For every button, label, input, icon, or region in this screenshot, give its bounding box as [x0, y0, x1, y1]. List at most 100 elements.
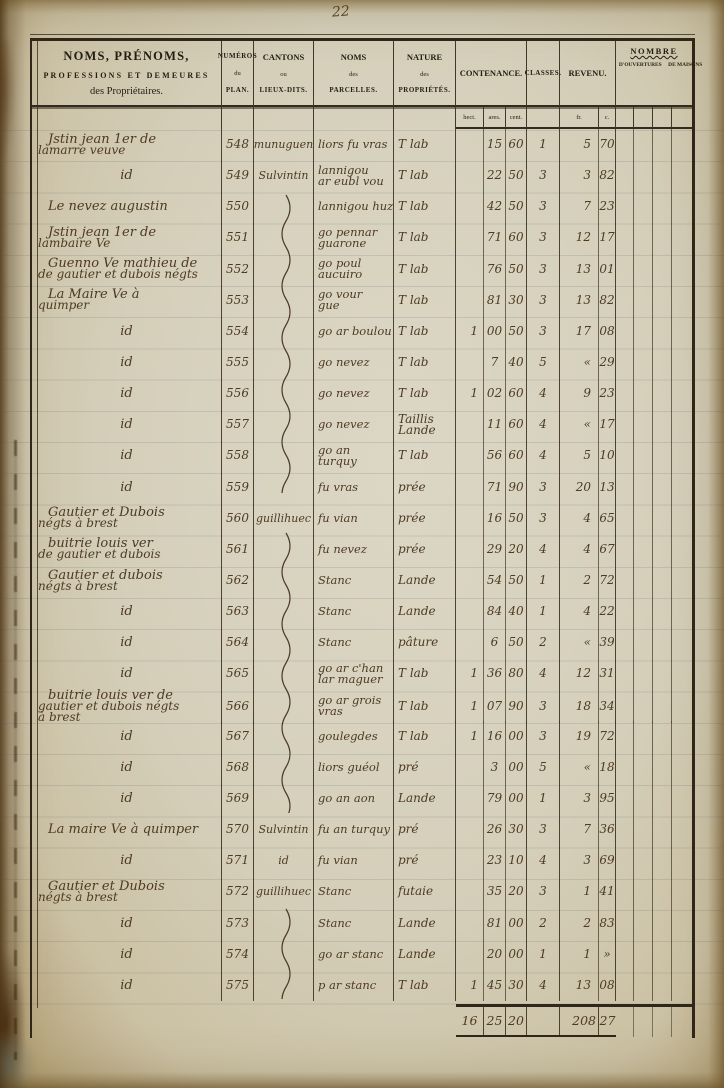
cell-nombre	[616, 564, 634, 597]
cell-nombre	[616, 378, 634, 410]
cell-nombre	[616, 689, 634, 723]
cell-classes: 4	[527, 533, 560, 565]
cell-canton	[254, 284, 314, 316]
cell-plan: 564	[222, 627, 254, 659]
cell-rev-fr: «	[560, 627, 599, 659]
cell-nombre	[616, 502, 634, 534]
cell-rev-fr: 3	[560, 160, 599, 192]
cell-nombre	[634, 782, 653, 815]
cell-nombre	[616, 907, 634, 939]
cell-rev-fr: 19	[560, 720, 599, 752]
cell-nombre	[653, 160, 672, 192]
cell-rev-c: »	[599, 938, 616, 970]
cell-cent: 00	[506, 782, 527, 815]
cell-nature: T lab	[394, 191, 456, 223]
cell-cent: 50	[506, 253, 527, 285]
cell-plan: 566	[222, 689, 254, 723]
cell-nombre	[672, 783, 692, 814]
cell-rev-c: 83	[599, 907, 616, 939]
cell-nombre	[672, 627, 692, 658]
cell-ares: 16	[484, 720, 506, 752]
cell-parcel: liors fu vras	[314, 129, 394, 161]
cell-canton	[254, 627, 314, 659]
cell-parcel: goulegdes	[314, 720, 394, 752]
cell-hect	[456, 191, 484, 223]
cell-classes: 3	[527, 315, 560, 347]
cell-parcel: Stanc	[314, 907, 394, 939]
table-row: id 549 Sulvintin lannigou ar eubl vou T lab 22…	[32, 160, 692, 192]
table-row: id 569 go an aon Lande 79 00 1 3 95	[32, 782, 692, 815]
cell-name: id	[32, 720, 222, 752]
table-row: id 558 go an turquy T lab 56 60 4 5 10	[32, 440, 692, 472]
cell-ares: 81	[484, 284, 506, 316]
inner-left-rule	[37, 41, 38, 1008]
cell-hect: 1	[456, 720, 484, 752]
cell-classes: 4	[527, 409, 560, 441]
cell-nombre	[616, 627, 634, 659]
cell-parcel: go ar grois vras	[314, 689, 394, 723]
cell-nombre	[616, 284, 634, 316]
cell-plan: 551	[222, 222, 254, 254]
cell-nombre	[653, 938, 672, 970]
header-sub-empty-parcel	[314, 107, 394, 129]
cell-nature: pré	[394, 845, 456, 877]
cell-plan: 565	[222, 658, 254, 690]
cell-classes: 3	[527, 876, 560, 908]
cell-parcel: fu vian	[314, 502, 394, 534]
cell-hect	[456, 471, 484, 503]
cell-nombre	[672, 845, 692, 876]
cell-cent: 90	[506, 689, 527, 723]
header-sub-classes	[527, 107, 560, 129]
header-nombre-sublabels: D'OUVERTURES DE MAISONS	[617, 62, 703, 68]
cell-nombre	[616, 440, 634, 472]
cell-hect	[456, 253, 484, 285]
cell-parcel: Stanc	[314, 596, 394, 628]
cell-nature: Lande	[394, 938, 456, 970]
cell-nombre	[672, 721, 692, 752]
cell-nombre	[634, 191, 653, 223]
cell-nombre	[672, 285, 692, 316]
cell-parcel: p ar stanc	[314, 969, 394, 1001]
cell-rev-c: 72	[599, 720, 616, 752]
cell-canton	[254, 907, 314, 939]
cell-cent: 50	[506, 564, 527, 597]
cell-cent: 00	[506, 751, 527, 783]
cell-nombre	[616, 845, 634, 877]
cell-cent: 30	[506, 814, 527, 846]
cell-hect	[456, 409, 484, 441]
cadastral-table: NOMS, PRÉNOMS, PROFESSIONS ET DEMEURES d…	[30, 34, 703, 1038]
cell-classes: 1	[527, 129, 560, 161]
cell-rev-c: 17	[599, 409, 616, 441]
cell-nombre	[672, 876, 692, 907]
cell-nombre	[634, 253, 653, 285]
cell-nature: Lande	[394, 596, 456, 628]
cell-hect	[456, 845, 484, 877]
cell-nature: T lab	[394, 969, 456, 1001]
cell-hect	[456, 160, 484, 192]
cell-hect: 1	[456, 658, 484, 690]
cell-nombre	[653, 533, 672, 565]
cell-classes: 1	[527, 782, 560, 815]
cell-nombre	[672, 690, 692, 723]
header-canton-column: CANTONS ou LIEUX-DITS.	[254, 41, 314, 107]
cell-cent: 60	[506, 378, 527, 410]
cell-parcel: liors guéol	[314, 751, 394, 783]
cell-nombre	[672, 347, 692, 378]
cell-rev-fr: 5	[560, 440, 599, 472]
cell-classes: 4	[527, 658, 560, 690]
cell-cent: 20	[506, 533, 527, 565]
cell-nombre	[634, 969, 653, 1001]
cell-nature: prée	[394, 502, 456, 534]
cell-canton: guillihuec	[254, 502, 314, 534]
table-row: id 559 fu vras prée 71 90 3 20 13	[32, 471, 692, 503]
cell-plan: 562	[222, 564, 254, 597]
cell-nombre	[634, 378, 653, 410]
cell-nature: prée	[394, 533, 456, 565]
cell-nombre	[672, 191, 692, 222]
cell-nombre	[672, 658, 692, 689]
cell-nombre	[653, 689, 672, 723]
binding-crease	[14, 440, 17, 1060]
cell-parcel: go ar c'han lar maguer	[314, 658, 394, 690]
cell-ares: 20	[484, 938, 506, 970]
header-sub-nombre2	[634, 107, 653, 129]
